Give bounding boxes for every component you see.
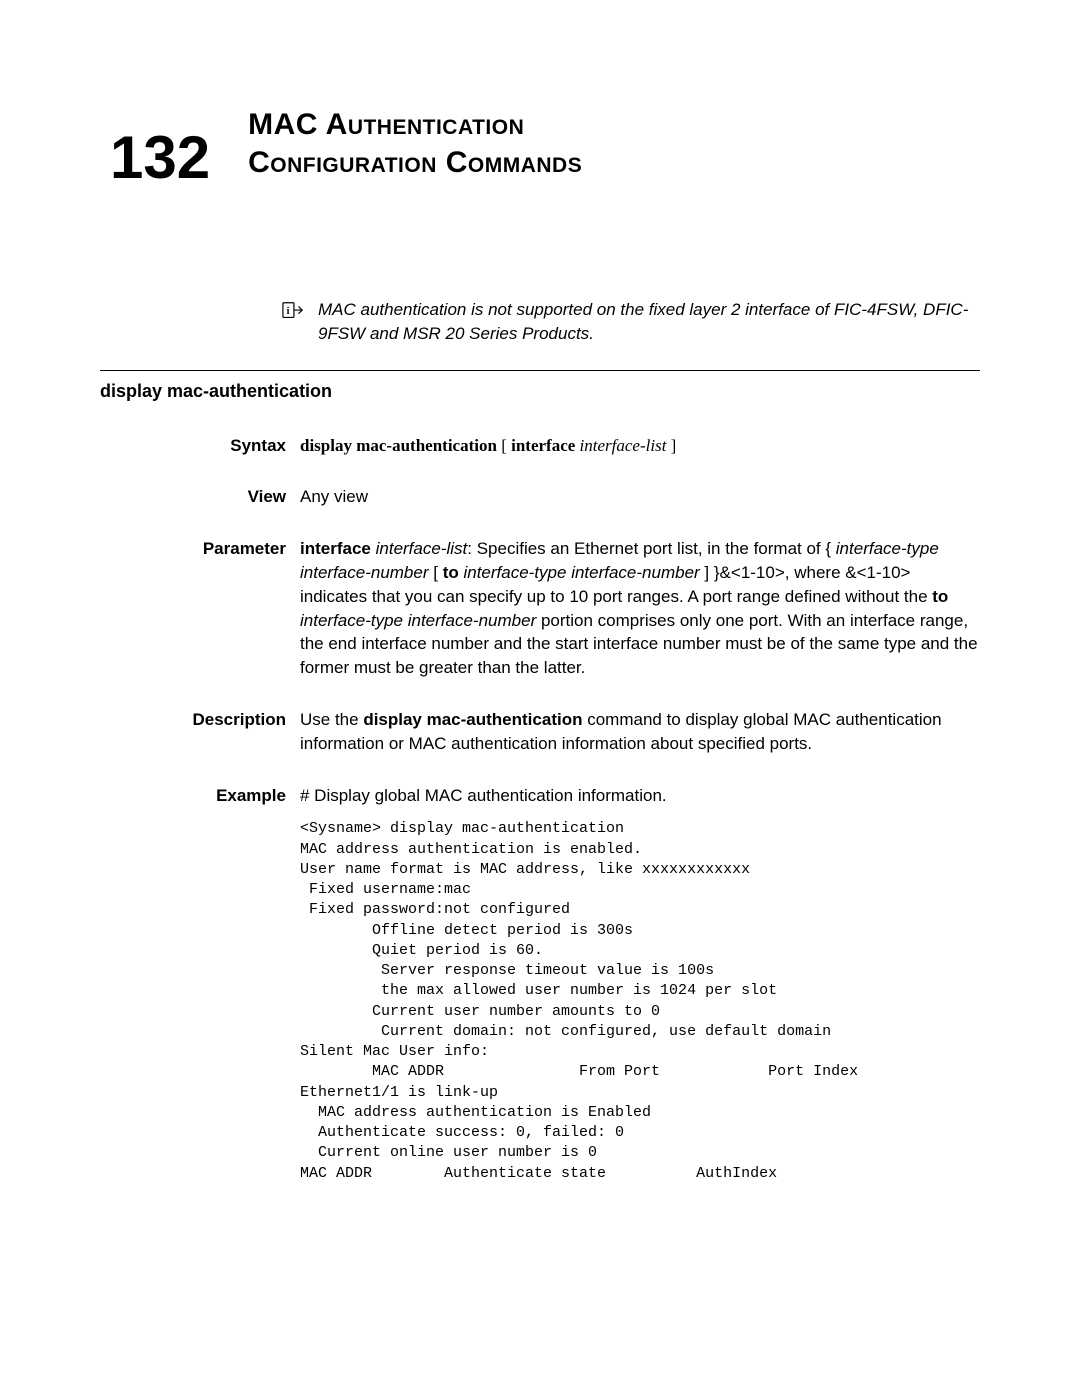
parameter-label: Parameter [100,537,300,561]
example-intro: # Display global MAC authentication info… [300,784,980,808]
example-body: # Display global MAC authentication info… [300,784,980,1184]
param-arg3: interface-type interface-number [463,563,699,582]
parameter-row: Parameter interface interface-list: Spec… [100,537,980,680]
param-kw3: to [932,587,948,606]
view-label: View [100,485,300,509]
info-arrow-icon: i [282,300,304,322]
svg-text:i: i [287,306,290,317]
description-label: Description [100,708,300,732]
syntax-bracket-close: ] [666,436,676,455]
section-heading: display mac-authentication [100,381,980,402]
parameter-body: interface interface-list: Specifies an E… [300,537,980,680]
syntax-keyword: interface [511,436,575,455]
description-row: Description Use the display mac-authenti… [100,708,980,756]
divider [100,370,980,371]
chapter-title-line2: Configuration Commands [248,146,582,179]
description-body: Use the display mac-authentication comma… [300,708,980,756]
view-row: View Any view [100,485,980,509]
chapter-header: 132 MAC Authentication Configuration Com… [100,106,980,188]
desc-t1: Use the [300,710,363,729]
param-arg1: interface-list [376,539,468,558]
param-rest1: : Specifies an Ethernet port list, in th… [467,539,836,558]
note-text: MAC authentication is not supported on t… [318,298,980,346]
note-row: i MAC authentication is not supported on… [100,298,980,346]
chapter-number: 132 [100,106,210,188]
example-label: Example [100,784,300,808]
view-body: Any view [300,485,980,509]
example-code: <Sysname> display mac-authentication MAC… [300,819,980,1184]
chapter-title: MAC Authentication Configuration Command… [248,106,582,181]
syntax-arg: interface-list [580,436,667,455]
param-kw1: interface [300,539,371,558]
page: 132 MAC Authentication Configuration Com… [0,0,1080,1272]
syntax-body: display mac-authentication [ interface i… [300,434,980,458]
syntax-bracket-open: [ [497,436,511,455]
syntax-cmd: display mac-authentication [300,436,497,455]
chapter-title-line1: MAC Authentication [248,108,524,141]
syntax-row: Syntax display mac-authentication [ inte… [100,434,980,458]
example-row: Example # Display global MAC authenticat… [100,784,980,1184]
desc-cmd: display mac-authentication [363,710,582,729]
param-kw2: to [443,563,459,582]
syntax-label: Syntax [100,434,300,458]
param-txt1: [ [429,563,443,582]
param-arg4: interface-type interface-number [300,611,536,630]
